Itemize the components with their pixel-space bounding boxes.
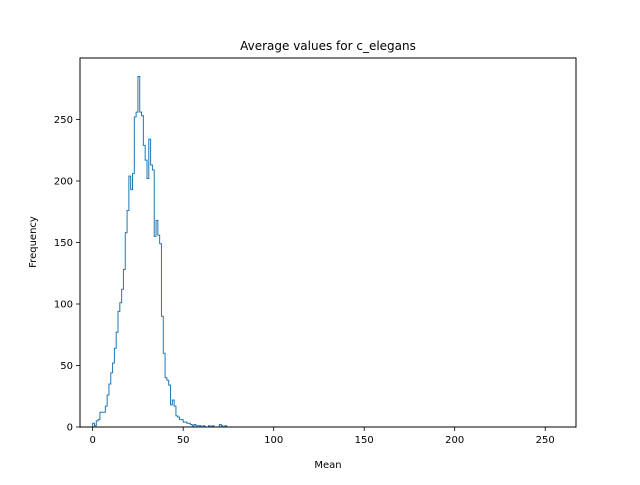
x-axis-label: Mean bbox=[314, 460, 341, 471]
y-axis-ticks: 0 50 100 150 200 250 bbox=[54, 115, 80, 434]
y-tick-label: 0 bbox=[67, 423, 73, 434]
x-tick-label: 250 bbox=[536, 435, 555, 446]
x-tick-label: 100 bbox=[264, 435, 283, 446]
x-tick-label: 200 bbox=[445, 435, 464, 446]
x-tick-label: 150 bbox=[355, 435, 374, 446]
y-tick-label: 150 bbox=[54, 238, 73, 249]
y-tick-label: 100 bbox=[54, 300, 73, 311]
x-tick-label: 0 bbox=[89, 435, 95, 446]
chart-title: Average values for c_elegans bbox=[240, 39, 416, 53]
plot-area bbox=[92, 75, 569, 428]
x-axis-ticks: 0 50 100 150 200 250 bbox=[89, 427, 555, 446]
y-tick-label: 50 bbox=[60, 361, 73, 372]
x-tick-label: 50 bbox=[177, 435, 190, 446]
y-tick-label: 250 bbox=[54, 115, 73, 126]
y-axis-label: Frequency bbox=[28, 216, 39, 268]
axes-frame bbox=[79, 57, 577, 428]
histogram-series bbox=[92, 75, 569, 428]
y-tick-label: 200 bbox=[54, 177, 73, 188]
